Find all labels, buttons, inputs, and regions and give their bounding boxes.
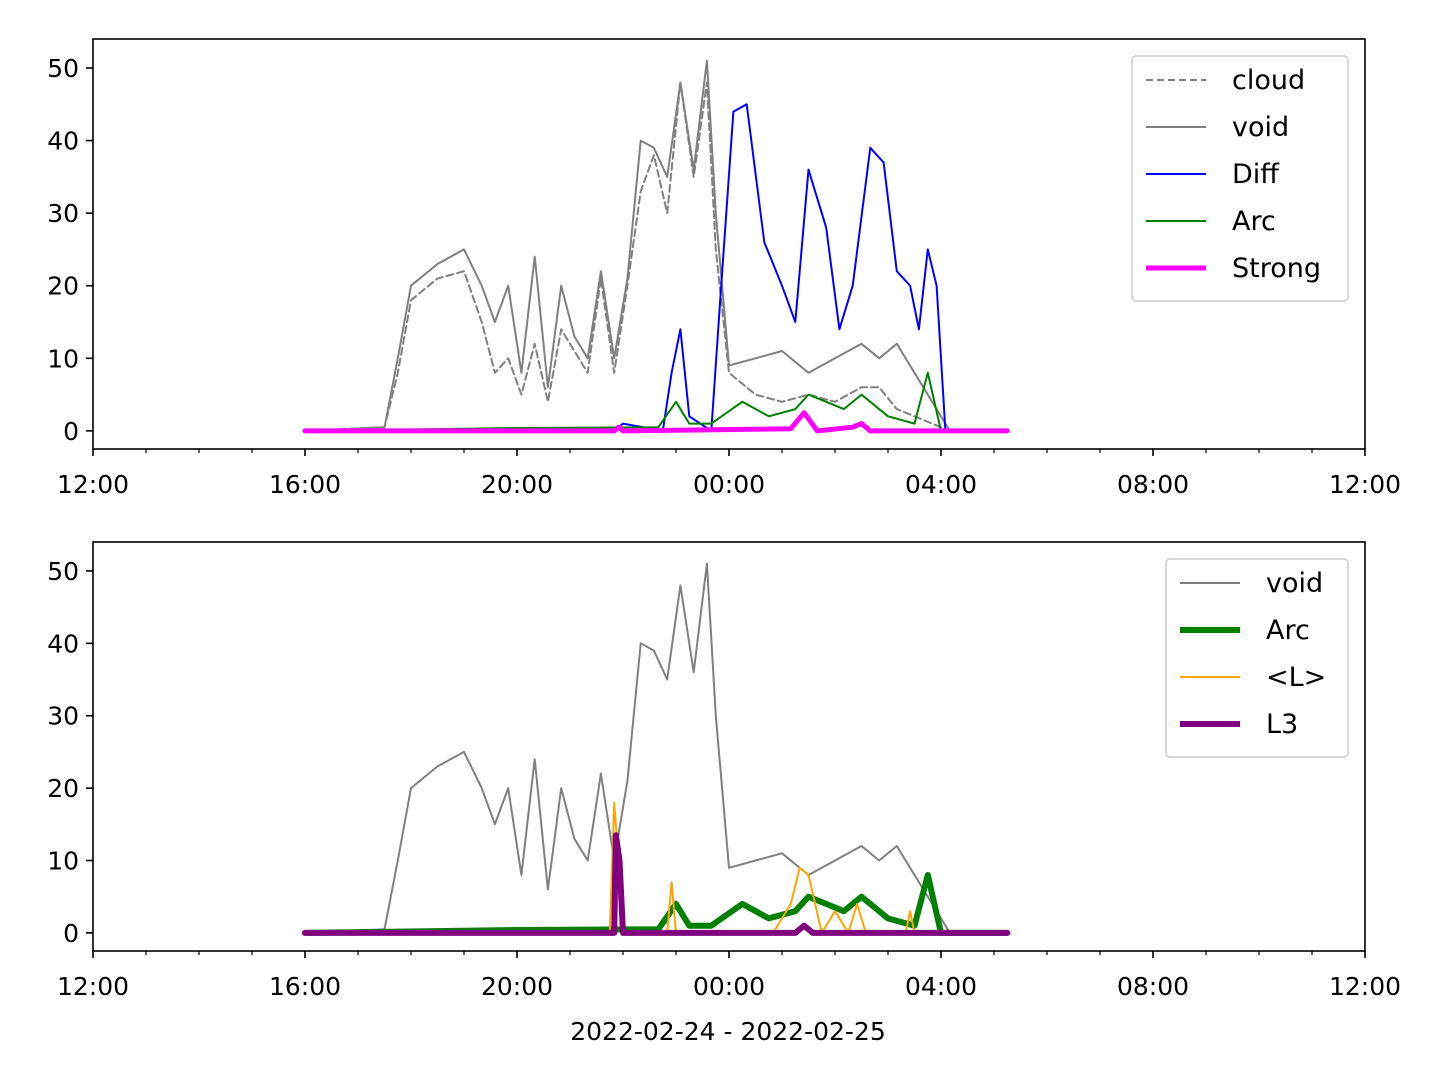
series-group xyxy=(302,59,1010,434)
x-tick-label: 08:00 xyxy=(1117,972,1189,1001)
series-line-diff xyxy=(304,103,1009,432)
legend-entry: L3 xyxy=(1266,709,1298,740)
y-tick-label: 20 xyxy=(47,272,79,301)
legend-entry: <L> xyxy=(1266,662,1326,693)
x-tick-label: 00:00 xyxy=(693,470,765,499)
legend: void Arc <L> L3 xyxy=(1165,558,1349,758)
y-tick-label: 40 xyxy=(47,127,79,156)
series-line-arc xyxy=(304,371,1009,432)
y-tick-label: 0 xyxy=(63,919,79,948)
y-tick-label: 50 xyxy=(47,557,79,586)
x-tick-label: 16:00 xyxy=(269,972,341,1001)
y-tick-label: 0 xyxy=(63,417,79,446)
x-tick-label: 20:00 xyxy=(481,972,553,1001)
series-line-void xyxy=(304,562,1009,934)
x-tick-label: 12:00 xyxy=(57,972,129,1001)
legend: cloud void Diff Arc Strong xyxy=(1131,55,1349,302)
bottom-xlabel: 2022-02-24 - 2022-02-25 xyxy=(570,1017,886,1046)
legend-box xyxy=(1131,55,1349,302)
legend-entry: cloud xyxy=(1232,65,1305,96)
series-line-l3 xyxy=(302,832,1011,936)
y-tick-label: 30 xyxy=(47,702,79,731)
x-tick-label: 20:00 xyxy=(481,470,553,499)
y-tick-label: 20 xyxy=(47,774,79,803)
series-line-void xyxy=(304,59,1009,432)
y-tick-label: 30 xyxy=(47,199,79,228)
bottom-panel: 0 10 20 30 40 50 12:00 16:00 20:00 00:00 04:00 08:0… xyxy=(47,541,1401,1001)
legend-entry: Arc xyxy=(1232,206,1276,237)
y-tick-label: 50 xyxy=(47,54,79,83)
y-tick-label: 10 xyxy=(47,847,79,876)
x-tick-label: 16:00 xyxy=(269,470,341,499)
x-tick-label: 12:00 xyxy=(57,470,129,499)
x-tick-label: 12:00 xyxy=(1329,972,1401,1001)
x-tick-label: 04:00 xyxy=(905,470,977,499)
top-panel: 0 10 20 30 40 50 12:00 16:00 20:00 00:00 04:00 08:0… xyxy=(47,38,1401,499)
legend-entry: void xyxy=(1266,568,1323,599)
x-tick-label: 00:00 xyxy=(693,972,765,1001)
series-line-cloud xyxy=(304,81,1009,432)
x-tick-label: 12:00 xyxy=(1329,470,1401,499)
legend-entry: void xyxy=(1232,112,1289,143)
legend-entry: Strong xyxy=(1232,253,1321,284)
y-tick-label: 40 xyxy=(47,629,79,658)
series-line-strong xyxy=(302,410,1010,434)
series-group xyxy=(302,562,1011,936)
legend-box xyxy=(1165,558,1349,758)
y-tick-label: 10 xyxy=(47,344,79,373)
legend-entry: Diff xyxy=(1232,159,1280,190)
x-tick-label: 04:00 xyxy=(905,972,977,1001)
legend-entry: Arc xyxy=(1266,615,1310,646)
x-tick-label: 08:00 xyxy=(1117,470,1189,499)
